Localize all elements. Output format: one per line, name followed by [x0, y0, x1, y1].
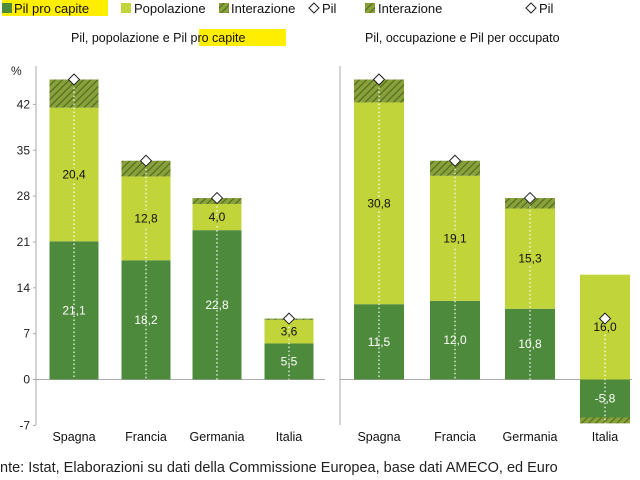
legend-marker-pil — [308, 2, 320, 14]
legend-label-pil-pro-capite: Pil pro capite — [14, 1, 89, 16]
data-label: 22,8 — [205, 298, 229, 312]
data-label: 12,0 — [443, 333, 467, 347]
y-tick-label: 21 — [17, 235, 31, 249]
bar-interazione — [580, 417, 630, 424]
data-label: 15,3 — [518, 252, 542, 266]
bar-popolazione — [192, 203, 242, 231]
legend-highlight — [2, 0, 108, 16]
y-tick-label: 0 — [23, 373, 30, 387]
category-label: Germania — [503, 430, 558, 444]
legend-swatch-interazione-2 — [365, 3, 375, 13]
legend-label-pil: Pil — [322, 1, 337, 16]
title-highlight — [199, 29, 286, 46]
bar-interazione — [430, 160, 480, 176]
bar-interazione — [121, 160, 171, 177]
data-label: 21,1 — [62, 303, 86, 317]
legend-marker-pil-2 — [525, 2, 537, 14]
bar-popolazione — [121, 176, 171, 261]
bar-occupazione — [430, 175, 480, 301]
data-label: 4,0 — [209, 210, 226, 224]
y-tick-label: 7 — [23, 327, 30, 341]
bar-pil-pro-capite — [264, 343, 314, 380]
data-label: 5,5 — [281, 354, 298, 368]
pil-marker — [598, 312, 612, 325]
category-label: Italia — [592, 430, 618, 444]
pil-marker — [210, 191, 224, 205]
pil-marker — [372, 73, 386, 86]
pil-marker — [448, 154, 462, 167]
data-label: 19,1 — [443, 231, 467, 245]
legend-label-interazione-2: Interazione — [378, 1, 442, 16]
bar-popolazione — [49, 107, 99, 242]
bar-interazione — [354, 79, 404, 103]
y-tick-label: 14 — [17, 281, 31, 295]
data-label: 16,0 — [593, 320, 617, 334]
right-panel: 11,5 30,8 Spagna 12,0 19,1 Francia 10,8 15,3 Ger… — [340, 73, 632, 444]
category-label: Italia — [276, 430, 302, 444]
pil-marker — [139, 154, 153, 167]
right-panel-title: Pil, occupazione e Pil per occupato — [365, 31, 560, 45]
data-label: 3,6 — [281, 325, 298, 339]
pil-marker — [523, 191, 537, 205]
category-label: Francia — [434, 430, 476, 444]
pil-marker — [67, 73, 81, 86]
y-axis-unit: % — [11, 64, 22, 78]
legend-label-popolazione: Popolazione — [134, 1, 206, 16]
bar-pil-pro-capite — [121, 260, 171, 380]
bar-pil-per-occupato — [505, 308, 555, 380]
legend-swatch-popolazione — [121, 3, 131, 13]
left-panel-title: Pil, popolazione e Pil pro capite — [71, 31, 245, 45]
source-note: nte: Istat, Elaborazioni su dati della C… — [0, 460, 558, 476]
left-panel: 21,1 20,4 Spagna 18,2 12,8 Francia 22,8 4,0 Germ… — [36, 73, 325, 444]
legend-label-pil-2: Pil — [539, 1, 554, 16]
category-label: Germania — [190, 430, 245, 444]
data-label: 20,4 — [62, 167, 86, 181]
legend-label-interazione: Interazione — [231, 1, 295, 16]
pil-marker — [282, 312, 296, 325]
data-label: 30,8 — [367, 196, 391, 210]
category-label: Spagna — [52, 430, 95, 444]
legend-swatch-interazione — [219, 3, 229, 13]
y-tick-label: 42 — [17, 97, 31, 111]
y-tick-label: 35 — [17, 143, 31, 157]
data-label: 10,8 — [518, 337, 542, 351]
y-tick-label: -7 — [19, 418, 30, 432]
category-label: Spagna — [357, 430, 400, 444]
data-label: 12,8 — [134, 211, 158, 225]
data-label: 18,2 — [134, 313, 158, 327]
data-label: -5,8 — [595, 391, 616, 405]
data-label: 11,5 — [368, 335, 391, 349]
y-tick-label: 28 — [17, 189, 31, 203]
category-label: Francia — [125, 430, 167, 444]
legend-swatch-pil-pro-capite — [2, 3, 12, 13]
legend: Pil pro capite Popolazione Interazione P… — [2, 0, 554, 16]
